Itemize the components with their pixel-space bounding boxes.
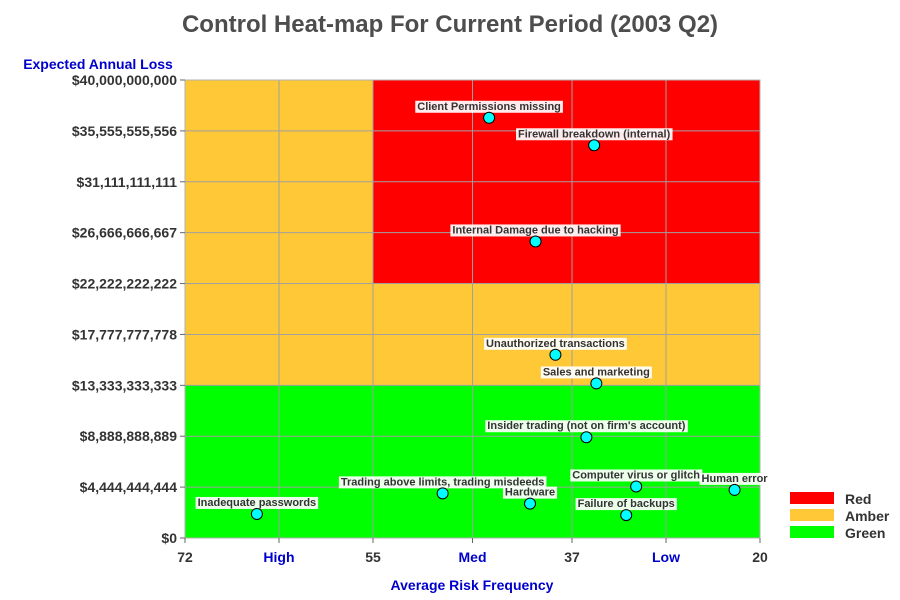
x-tick-label: High <box>263 549 294 565</box>
point-label: Firewall breakdown (internal) <box>518 128 671 140</box>
point-label: Inadequate passwords <box>198 497 317 509</box>
point-label-background <box>540 366 652 379</box>
point-label: Unauthorized transactions <box>486 338 625 350</box>
data-point: Firewall breakdown (internal) <box>516 128 673 152</box>
chart-title: Control Heat-map For Current Period (200… <box>182 11 718 38</box>
y-tick-label: $26,666,666,667 <box>72 225 177 241</box>
data-point: Human error <box>699 472 771 496</box>
point-label: Hardware <box>505 487 555 499</box>
point-label: Human error <box>702 473 769 485</box>
point-marker <box>529 235 542 248</box>
y-tick-label: $40,000,000,000 <box>72 72 177 88</box>
data-point: Computer virus or glitch <box>570 469 703 493</box>
point-label: Sales and marketing <box>543 366 650 378</box>
y-tick-label: $22,222,222,222 <box>72 276 177 292</box>
point-label-background <box>575 498 677 511</box>
x-tick-label: Low <box>652 549 680 565</box>
point-marker <box>250 507 263 520</box>
point-label: Computer virus or glitch <box>572 469 700 481</box>
x-axis-title: Average Risk Frequency <box>391 577 554 593</box>
data-point: Client Permissions missing <box>415 100 563 124</box>
point-label-background <box>338 476 547 489</box>
y-tick-label: $17,777,777,778 <box>72 326 177 342</box>
y-tick-label: $0 <box>161 530 177 546</box>
point-marker <box>483 111 496 124</box>
point-label-background <box>699 472 771 485</box>
point-label-background <box>195 496 319 509</box>
point-label: Client Permissions missing <box>417 101 561 113</box>
y-tick-label: $35,555,555,556 <box>72 123 177 139</box>
data-point: Sales and marketing <box>540 366 652 390</box>
legend-swatch <box>790 526 834 538</box>
point-marker <box>436 487 449 500</box>
point-label-background <box>502 486 558 499</box>
legend-label: Amber <box>845 508 890 524</box>
x-tick-label: 55 <box>365 549 381 565</box>
data-point: Internal Damage due to hacking <box>450 224 621 248</box>
data-point: Inadequate passwords <box>195 496 319 520</box>
point-marker <box>580 431 593 444</box>
data-point: Trading above limits, trading misdeeds <box>338 476 547 500</box>
point-label-background <box>415 100 563 113</box>
y-axis-title: Expected Annual Loss <box>23 56 173 72</box>
point-label-background <box>570 469 703 482</box>
point-marker <box>590 377 603 390</box>
x-tick-label: 37 <box>564 549 580 565</box>
data-points: Client Permissions missing Firewall break… <box>195 100 771 522</box>
x-axis-ticks: 72 High 55 Med 37 Low 20 <box>177 538 768 565</box>
legend-item-green: Green <box>790 525 885 541</box>
data-point: Failure of backups <box>575 498 677 522</box>
point-label: Trading above limits, trading misdeeds <box>341 476 545 488</box>
legend-label: Red <box>845 491 871 507</box>
point-marker <box>620 509 633 522</box>
data-point: Insider trading (not on firm's account) <box>485 420 688 444</box>
y-axis-ticks: $0 $4,444,444,444 $8,888,888,889 $13,333,33… <box>72 72 185 546</box>
point-label-background <box>450 224 621 237</box>
x-tick-label: Med <box>459 549 487 565</box>
y-tick-label: $13,333,333,333 <box>72 377 177 393</box>
point-marker <box>524 497 536 510</box>
point-marker <box>588 139 601 152</box>
point-label: Internal Damage due to hacking <box>452 224 618 236</box>
point-label-background <box>516 128 673 141</box>
x-tick-label: 72 <box>177 549 193 565</box>
point-label: Insider trading (not on firm's account) <box>487 420 686 432</box>
y-tick-label: $31,111,111,111 <box>77 174 178 190</box>
legend-item-amber: Amber <box>790 508 890 524</box>
y-tick-label: $4,444,444,444 <box>80 479 178 495</box>
y-tick-label: $8,888,888,889 <box>80 428 178 444</box>
point-label-background <box>485 420 688 433</box>
point-label: Failure of backups <box>578 498 675 510</box>
legend-swatch <box>790 492 834 504</box>
point-marker <box>728 483 741 496</box>
point-marker <box>630 480 643 493</box>
x-tick-label: 20 <box>752 549 768 565</box>
legend-swatch <box>790 509 834 521</box>
point-marker <box>549 348 562 361</box>
legend-label: Green <box>845 525 885 541</box>
data-point: Unauthorized transactions <box>484 337 627 361</box>
point-label-background <box>484 337 627 350</box>
data-point: Hardware <box>502 486 558 510</box>
legend-item-red: Red <box>790 491 871 507</box>
